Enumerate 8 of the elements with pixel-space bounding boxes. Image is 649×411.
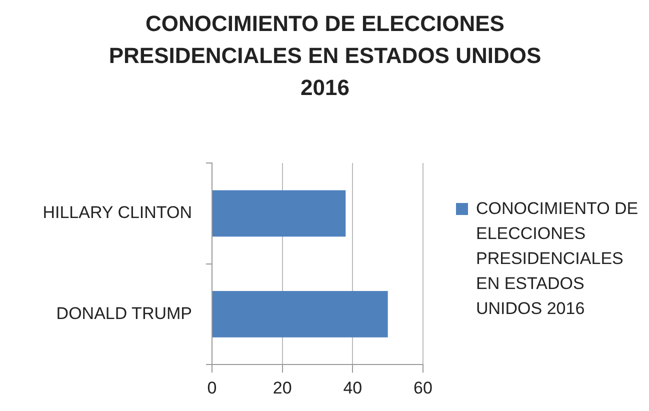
legend-label: CONOCIMIENTO DE ELECCIONES PRESIDENCIALES EN ESTADOS UNIDOS 2016 <box>476 198 640 320</box>
x-tick-label: 60 <box>414 378 432 398</box>
y-tick-label: DONALD TRUMP <box>56 304 192 323</box>
x-tick-label: 40 <box>343 378 362 398</box>
y-tick-label: HILLARY CLINTON <box>42 203 192 222</box>
x-tick-label: 20 <box>272 378 292 398</box>
chart-title: CONOCIMIENTO DE ELECCIONES PRESIDENCIALES EN ESTADOS UNIDOS 2016 <box>108 10 542 102</box>
x-tick-label: 0 <box>207 378 217 398</box>
